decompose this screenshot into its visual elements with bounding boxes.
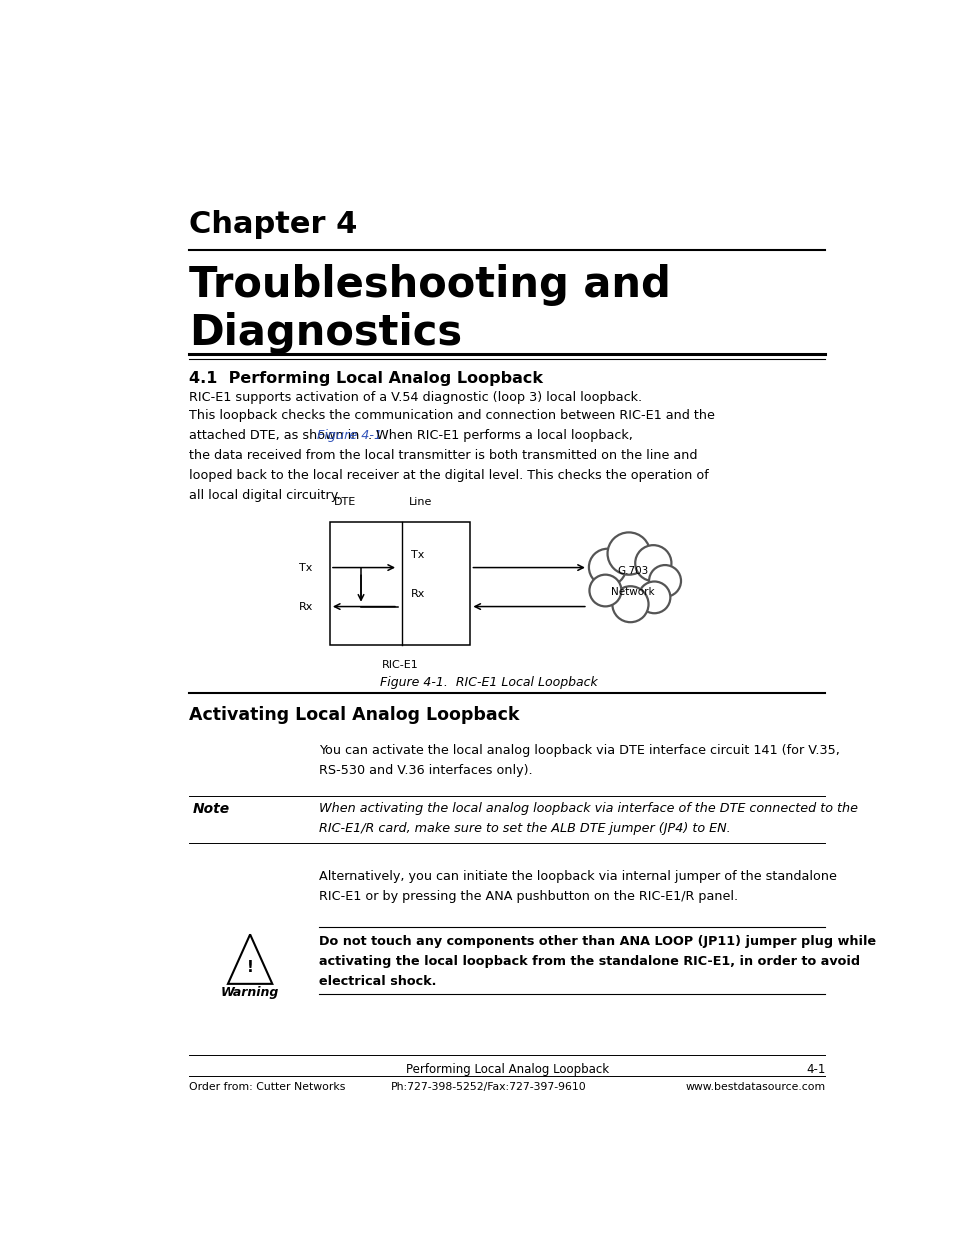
Ellipse shape	[588, 548, 625, 585]
Text: Order from: Cutter Networks: Order from: Cutter Networks	[190, 1082, 346, 1092]
Text: Warning: Warning	[221, 986, 279, 999]
Text: Rx: Rx	[298, 601, 313, 611]
Ellipse shape	[589, 574, 620, 606]
Text: electrical shock.: electrical shock.	[318, 974, 436, 988]
Text: Troubleshooting and: Troubleshooting and	[190, 264, 671, 306]
Text: Line: Line	[409, 496, 432, 506]
Ellipse shape	[638, 582, 670, 614]
Text: all local digital circuitry.: all local digital circuitry.	[190, 489, 340, 501]
Text: looped back to the local receiver at the digital level. This checks the operatio: looped back to the local receiver at the…	[190, 468, 708, 482]
Text: This loopback checks the communication and connection between RIC-E1 and the: This loopback checks the communication a…	[190, 409, 715, 422]
Text: Rx: Rx	[410, 589, 424, 599]
Bar	[330, 522, 470, 645]
Text: 4.1  Performing Local Analog Loopback: 4.1 Performing Local Analog Loopback	[190, 370, 543, 385]
Text: Alternatively, you can initiate the loopback via internal jumper of the standalo: Alternatively, you can initiate the loop…	[318, 869, 836, 883]
Ellipse shape	[612, 587, 648, 622]
Text: Tx: Tx	[298, 563, 312, 573]
Text: RIC-E1: RIC-E1	[381, 659, 418, 669]
Text: activating the local loopback from the standalone RIC-E1, in order to avoid: activating the local loopback from the s…	[318, 955, 859, 967]
Text: RS-530 and V.36 interfaces only).: RS-530 and V.36 interfaces only).	[318, 764, 532, 777]
Text: Tx: Tx	[410, 551, 423, 561]
Text: DTE: DTE	[334, 496, 355, 506]
Ellipse shape	[607, 532, 649, 574]
Text: RIC-E1/R card, make sure to set the ALB DTE jumper (JP4) to EN.: RIC-E1/R card, make sure to set the ALB …	[318, 823, 730, 835]
Text: www.bestdatasource.com: www.bestdatasource.com	[684, 1082, 824, 1092]
Text: Note: Note	[193, 803, 230, 816]
Text: Figure 4-1: Figure 4-1	[316, 429, 381, 442]
Text: !: !	[247, 961, 253, 976]
Text: Chapter 4: Chapter 4	[190, 210, 357, 240]
Text: Diagnostics: Diagnostics	[190, 311, 462, 353]
Text: Do not touch any components other than ANA LOOP (JP11) jumper plug while: Do not touch any components other than A…	[318, 935, 875, 947]
Text: 4-1: 4-1	[805, 1063, 824, 1076]
Ellipse shape	[635, 545, 671, 582]
Text: When activating the local analog loopback via interface of the DTE connected to : When activating the local analog loopbac…	[318, 803, 857, 815]
Text: attached DTE, as shown in: attached DTE, as shown in	[190, 429, 363, 442]
Text: RIC-E1 supports activation of a V.54 diagnostic (loop 3) local loopback.: RIC-E1 supports activation of a V.54 dia…	[190, 390, 642, 404]
Text: Activating Local Analog Loopback: Activating Local Analog Loopback	[190, 706, 519, 725]
Text: G.703: G.703	[617, 566, 648, 576]
Text: the data received from the local transmitter is both transmitted on the line and: the data received from the local transmi…	[190, 448, 698, 462]
Text: You can activate the local analog loopback via DTE interface circuit 141 (for V.: You can activate the local analog loopba…	[318, 745, 839, 757]
Text: Figure 4-1.  RIC-E1 Local Loopback: Figure 4-1. RIC-E1 Local Loopback	[379, 676, 598, 689]
Text: RIC-E1 or by pressing the ANA pushbutton on the RIC-E1/R panel.: RIC-E1 or by pressing the ANA pushbutton…	[318, 890, 738, 903]
Text: . When RIC-E1 performs a local loopback,: . When RIC-E1 performs a local loopback,	[367, 429, 632, 442]
Text: Network: Network	[611, 587, 654, 597]
Text: Performing Local Analog Loopback: Performing Local Analog Loopback	[405, 1063, 608, 1076]
Ellipse shape	[648, 566, 680, 597]
Text: Ph:727-398-5252/Fax:727-397-9610: Ph:727-398-5252/Fax:727-397-9610	[391, 1082, 586, 1092]
